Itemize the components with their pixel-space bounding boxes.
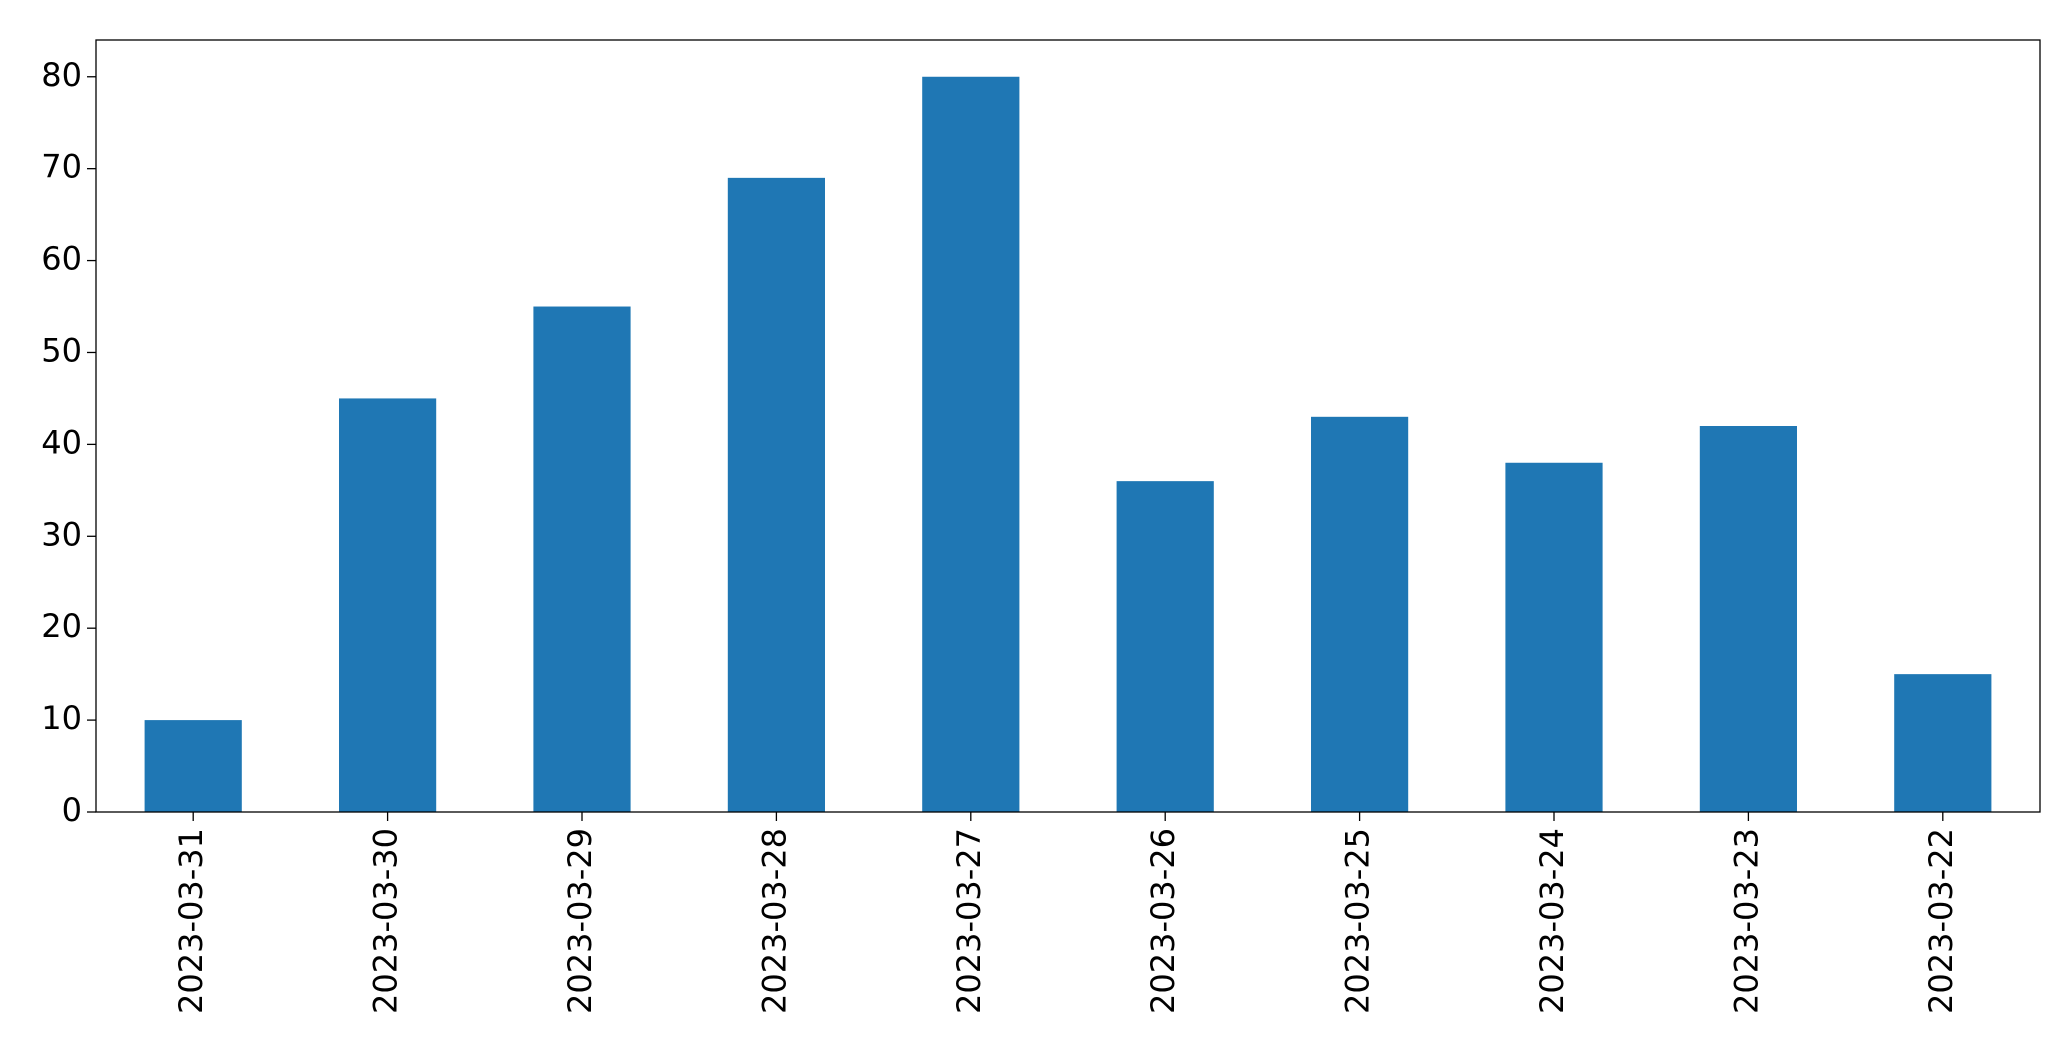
y-tick-label: 0 [62,791,82,829]
bar [1116,481,1214,812]
y-tick-label: 30 [41,515,82,553]
x-tick-label: 2023-03-22 [1922,828,1960,1014]
bar [922,76,1020,812]
bar [1894,674,1992,812]
y-tick-label: 20 [41,607,82,645]
x-tick-label: 2023-03-30 [367,828,405,1014]
x-tick-label: 2023-03-24 [1533,828,1571,1014]
x-tick-label: 2023-03-23 [1727,828,1765,1014]
bar [339,398,437,812]
bar [727,177,825,812]
x-tick-label: 2023-03-29 [561,828,599,1014]
bar [533,306,631,812]
x-tick-label: 2023-03-25 [1339,828,1377,1014]
y-tick-label: 80 [41,56,82,94]
x-tick-label: 2023-03-31 [172,828,210,1014]
y-tick-label: 50 [41,331,82,369]
bar [1311,416,1409,812]
x-tick-label: 2023-03-26 [1144,828,1182,1014]
y-tick-label: 10 [41,699,82,737]
x-tick-label: 2023-03-28 [755,828,793,1014]
y-tick-label: 70 [41,148,82,186]
bar [1699,426,1797,812]
y-tick-label: 40 [41,423,82,461]
y-tick-label: 60 [41,240,82,278]
bar [1505,462,1603,812]
x-tick-label: 2023-03-27 [950,828,988,1014]
plot-frame [95,39,2041,813]
bar [144,720,242,812]
